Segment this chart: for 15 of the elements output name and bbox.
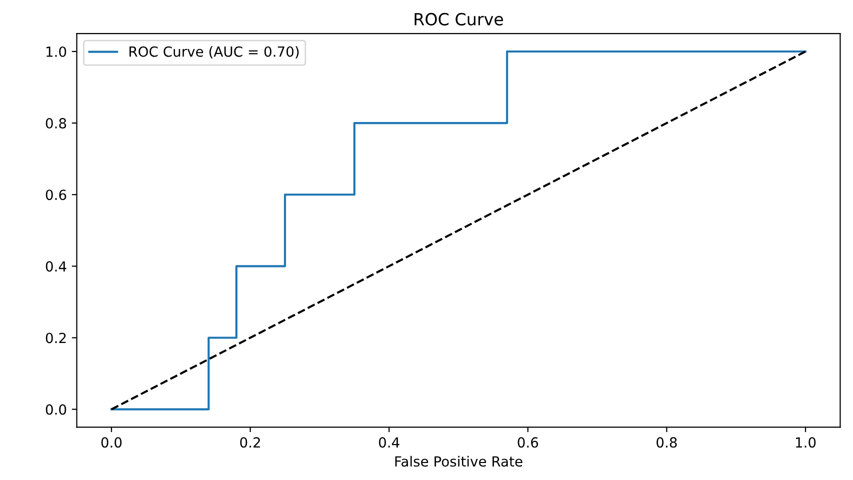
x-tick-label: 0.8 <box>656 437 677 448</box>
x-tick-label: 0.4 <box>378 437 400 448</box>
x-tick-label: 1.0 <box>796 437 816 448</box>
x-tick-label: 0.0 <box>101 437 122 448</box>
legend-label: ROC Curve (AUC = 0.70) <box>130 46 299 58</box>
x-axis-title: False Positive Rate <box>395 456 522 467</box>
x-tick-label: 0.6 <box>518 437 538 448</box>
chart-title: ROC Curve <box>414 12 503 26</box>
y-tick-label: 0.4 <box>46 261 66 272</box>
y-tick-label: 0.2 <box>46 332 66 344</box>
y-tick-label: 1.0 <box>46 46 66 57</box>
y-tick-label: 0.6 <box>46 190 66 200</box>
x-tick-label: 0.2 <box>240 437 260 448</box>
y-tick-label: 0.0 <box>46 404 66 415</box>
y-tick-label: 0.8 <box>46 118 66 129</box>
